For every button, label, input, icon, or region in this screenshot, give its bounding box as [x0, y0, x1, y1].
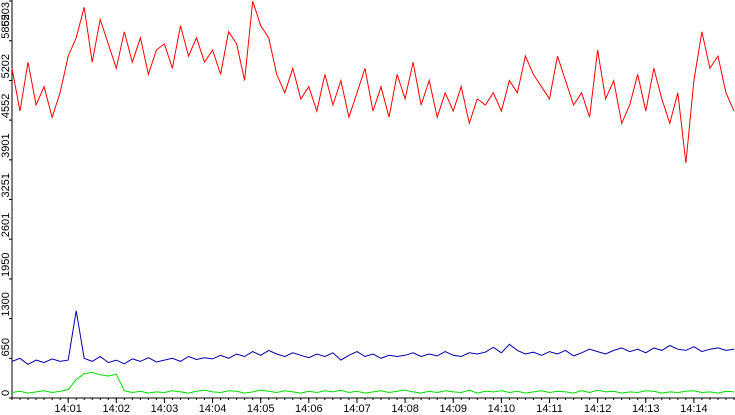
y-tick-label: 3251 — [0, 173, 12, 197]
x-tick-label: 14:10 — [488, 403, 516, 415]
x-tick-label: 14:08 — [391, 403, 419, 415]
y-tick-label: 3901 — [0, 133, 12, 157]
x-tick-label: 14:05 — [247, 403, 275, 415]
series-line — [11, 1, 735, 164]
x-tick-label: 14:12 — [584, 403, 612, 415]
y-tick-label: 6503 — [0, 2, 12, 26]
y-tick-label: 4552 — [0, 94, 12, 118]
x-tick-label: 14:11 — [536, 403, 563, 415]
series-line — [11, 310, 735, 365]
x-tick-label: 14:02 — [103, 403, 131, 415]
x-tick-label: 14:14 — [680, 403, 708, 415]
x-tick-label: 14:06 — [295, 403, 323, 415]
y-tick-label: 1950 — [0, 252, 12, 276]
y-tick-label: 5202 — [0, 54, 12, 78]
x-tick-label: 14:01 — [54, 403, 82, 415]
x-tick-label: 14:03 — [151, 403, 179, 415]
x-tick-label: 14:13 — [632, 403, 660, 415]
x-tick-label: 14:04 — [199, 403, 227, 415]
series-line — [11, 371, 735, 394]
y-tick-label: 1300 — [0, 292, 12, 316]
y-tick-label: 0 — [0, 390, 12, 396]
y-tick-label: 5852 — [0, 14, 12, 38]
y-tick-label: 650 — [0, 338, 12, 356]
x-tick-label: 14:07 — [343, 403, 371, 415]
x-tick-label: 14:09 — [439, 403, 467, 415]
y-tick-label: 2601 — [0, 213, 12, 237]
